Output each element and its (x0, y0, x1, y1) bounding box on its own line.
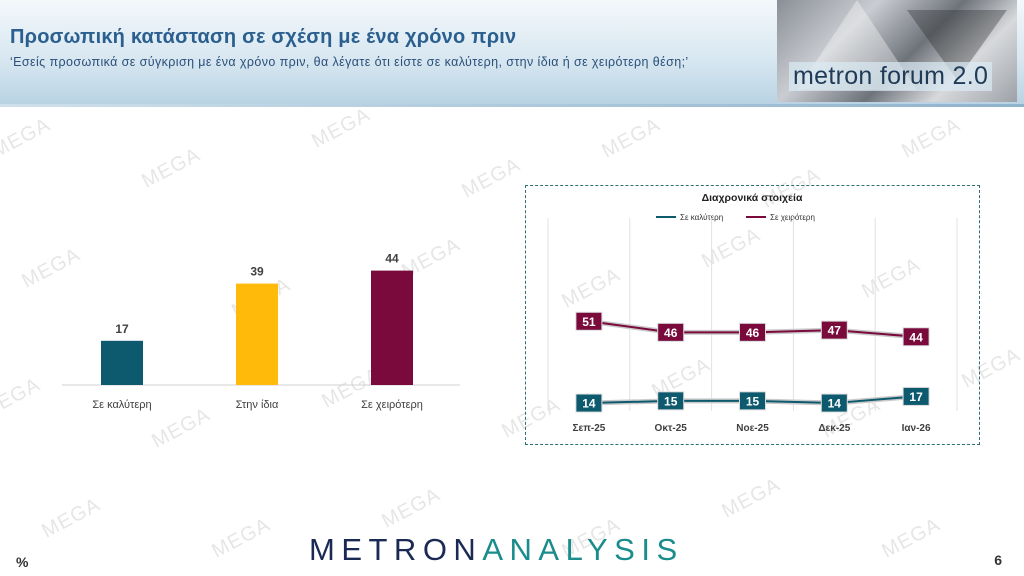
data-point (739, 391, 766, 411)
data-point (575, 311, 603, 331)
data-label: 47 (828, 324, 842, 338)
data-point (820, 393, 848, 413)
data-point (902, 327, 930, 347)
watermark-text: MEGA (138, 143, 205, 193)
watermark-text: MEGA (598, 113, 665, 163)
data-point (575, 393, 603, 413)
data-point (657, 391, 685, 411)
brand-part2: ANALYSIS (482, 532, 684, 567)
bar (101, 340, 143, 385)
legend-label: Σε χειρότερη (770, 213, 815, 222)
watermark-text: MEGA (718, 473, 785, 523)
x-tick-label: Δεκ-25 (818, 423, 850, 434)
watermark-text: MEGA (0, 373, 45, 423)
bar-category-label: Στην ίδια (236, 399, 279, 411)
bar-value-label: 44 (385, 252, 399, 266)
data-point (902, 386, 930, 406)
watermark-text: MEGA (208, 513, 275, 563)
unit-label: % (16, 554, 29, 570)
bar (236, 283, 278, 385)
data-label: 46 (664, 326, 678, 340)
watermark-text: MEGA (878, 513, 945, 563)
x-tick-label: Οκτ-25 (655, 423, 688, 434)
bar-value-label: 17 (115, 322, 129, 336)
metron-forum-logo: metron forum 2.0 (777, 0, 1017, 102)
line-chart: Διαχρονικά στοιχεία Σε καλύτερη Σε χειρότε… (547, 192, 958, 434)
data-point (820, 320, 848, 340)
logo-text: metron forum 2.0 (789, 62, 993, 91)
page-subtitle: ‘Εσείς προσωπικά σε σύγκριση με ένα χρόν… (10, 55, 689, 69)
data-label: 15 (746, 394, 760, 408)
data-label: 17 (909, 390, 923, 404)
page-number: 6 (994, 552, 1002, 568)
brand-part1: METRON (309, 532, 483, 567)
trend-chart-frame: Διαχρονικά στοιχεία Σε καλύτερη Σε χειρότε… (525, 185, 980, 445)
bar-value-label: 39 (250, 265, 264, 279)
watermark-text: MEGA (308, 107, 375, 153)
bar-chart: 17 Σε καλύτερη 39 Στην ίδια 44 Σε χειρότερη (62, 252, 460, 411)
header-divider (0, 104, 1024, 107)
line-chart-title: Διαχρονικά στοιχεία (702, 192, 803, 204)
data-point (657, 322, 685, 342)
watermark-text: MEGA (898, 113, 965, 163)
data-label: 51 (582, 315, 596, 329)
data-label: 46 (746, 326, 760, 340)
watermark-text: MEGA (38, 493, 105, 543)
x-tick-label: Νοε-25 (736, 423, 769, 434)
data-label: 14 (828, 397, 842, 411)
data-point (739, 322, 766, 342)
x-tick-label: Ιαν-26 (902, 423, 931, 434)
metron-analysis-logo: METRONANALYSIS (309, 532, 684, 568)
legend-label: Σε καλύτερη (680, 213, 723, 222)
bar (371, 270, 413, 385)
data-label: 15 (664, 394, 678, 408)
bar-category-label: Σε χειρότερη (361, 399, 423, 411)
data-label: 14 (582, 397, 596, 411)
x-tick-label: Σεπ-25 (572, 423, 605, 434)
watermark-text: MEGA (0, 113, 55, 163)
bar-category-label: Σε καλύτερη (92, 399, 151, 411)
watermark-text: MEGA (378, 483, 445, 533)
watermark-text: MEGA (458, 153, 525, 203)
page-title: Προσωπική κατάσταση σε σχέση με ένα χρόν… (10, 26, 517, 48)
data-label: 44 (909, 330, 923, 344)
